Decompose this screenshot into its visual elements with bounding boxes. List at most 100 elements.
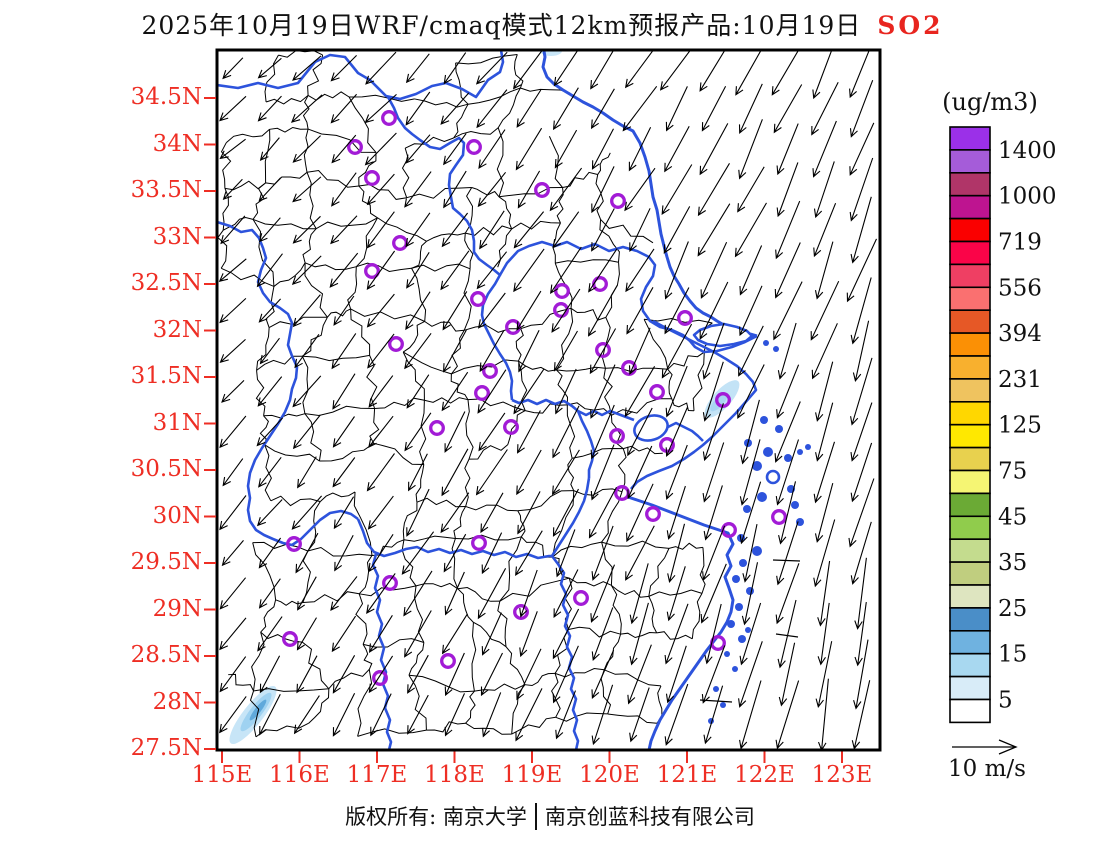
wind-arrow xyxy=(332,457,356,488)
wind-arrow xyxy=(256,499,283,527)
legend-swatch xyxy=(949,286,991,311)
county-line xyxy=(265,95,309,105)
wind-arrow xyxy=(219,696,247,734)
county-line xyxy=(556,366,606,372)
wind-arrow xyxy=(477,292,506,329)
island xyxy=(775,425,783,433)
wind-arrow xyxy=(661,323,693,379)
wind-arrow xyxy=(702,525,726,581)
wind-arrow xyxy=(515,127,543,171)
island xyxy=(765,469,781,485)
county-line xyxy=(692,352,705,411)
county-line xyxy=(408,674,475,693)
county-line xyxy=(306,169,359,188)
wind-arrow xyxy=(482,692,502,738)
wind-arrow xyxy=(739,680,762,750)
wind-arrow xyxy=(403,570,433,617)
wind-arrow xyxy=(699,50,726,92)
county-line xyxy=(269,126,309,133)
city-marker xyxy=(610,193,626,209)
county-line xyxy=(600,219,654,244)
county-line xyxy=(455,54,518,65)
wind-arrow xyxy=(291,495,323,530)
city-marker xyxy=(282,631,298,647)
wind-arrow xyxy=(366,211,395,249)
county-line xyxy=(264,444,272,502)
county-line xyxy=(220,142,232,189)
legend-swatch xyxy=(949,355,991,380)
wind-arrow xyxy=(330,55,357,82)
wind-arrow xyxy=(516,290,542,331)
county-line xyxy=(264,129,271,183)
wind-arrow xyxy=(330,93,358,124)
county-line xyxy=(377,217,427,242)
wind-arrow xyxy=(665,365,688,418)
county-line xyxy=(369,408,380,444)
county-line xyxy=(328,669,370,689)
legend-swatch xyxy=(949,675,991,701)
wind-arrow xyxy=(331,615,357,653)
legend-value: 1000 xyxy=(998,184,1057,210)
wind-arrow xyxy=(702,322,725,380)
wind-arrow xyxy=(406,374,430,409)
legend-swatch xyxy=(949,400,991,426)
wind-arrow xyxy=(408,453,428,492)
wind-arrow xyxy=(739,481,762,545)
county-line xyxy=(307,128,377,153)
county-line xyxy=(511,220,561,230)
wind-arrow xyxy=(368,615,393,653)
wind-arrow xyxy=(704,603,722,665)
wind-arrow xyxy=(737,364,765,420)
county-line xyxy=(415,464,425,503)
wind-arrow xyxy=(405,212,431,248)
wind-arrow xyxy=(517,170,541,209)
wind-arrow xyxy=(625,248,655,293)
wind-arrow xyxy=(291,255,322,285)
city-marker xyxy=(470,291,486,307)
county-line xyxy=(648,596,658,634)
county-line xyxy=(601,540,670,549)
county-line xyxy=(457,588,474,623)
wind-arrow xyxy=(665,444,688,501)
wind-arrow xyxy=(624,366,656,418)
city-marker xyxy=(466,139,482,155)
wind-arrow xyxy=(664,683,689,746)
wind-arrow xyxy=(222,178,243,200)
county-line xyxy=(221,267,275,287)
wind-arrow xyxy=(442,291,468,331)
wind-arrow xyxy=(332,655,356,694)
wind-arrow xyxy=(849,50,870,99)
wind-arrow xyxy=(331,134,357,164)
wind-arrow xyxy=(848,478,875,548)
province-border xyxy=(371,553,393,750)
wind-arrow xyxy=(477,369,507,414)
county-line xyxy=(603,368,613,416)
wind-arrow xyxy=(814,482,834,543)
wind-arrow xyxy=(702,403,724,462)
legend-swatch xyxy=(949,149,991,174)
county-line xyxy=(408,674,427,731)
wind-arrow xyxy=(330,576,358,611)
wind-arrow xyxy=(368,415,394,448)
county-line xyxy=(355,217,378,268)
wind-arrow xyxy=(406,488,430,537)
wind-arrow xyxy=(666,566,686,622)
county-line xyxy=(307,546,373,557)
wind-arrow xyxy=(517,491,541,535)
island xyxy=(805,444,811,450)
wind-arrow xyxy=(221,540,244,567)
wind-arrow xyxy=(404,332,432,370)
county-line xyxy=(406,187,472,199)
wind-arrow xyxy=(739,602,762,666)
wind-arrow xyxy=(258,177,282,202)
wind-arrow xyxy=(775,200,801,260)
county-line xyxy=(308,688,330,724)
province-border xyxy=(630,319,758,490)
legend-swatch xyxy=(949,652,991,678)
county-line xyxy=(457,586,500,602)
island xyxy=(732,575,740,583)
county-line xyxy=(497,601,508,647)
county-line xyxy=(515,328,524,362)
wind-arrow xyxy=(219,656,247,693)
wind-arrow xyxy=(221,380,245,403)
